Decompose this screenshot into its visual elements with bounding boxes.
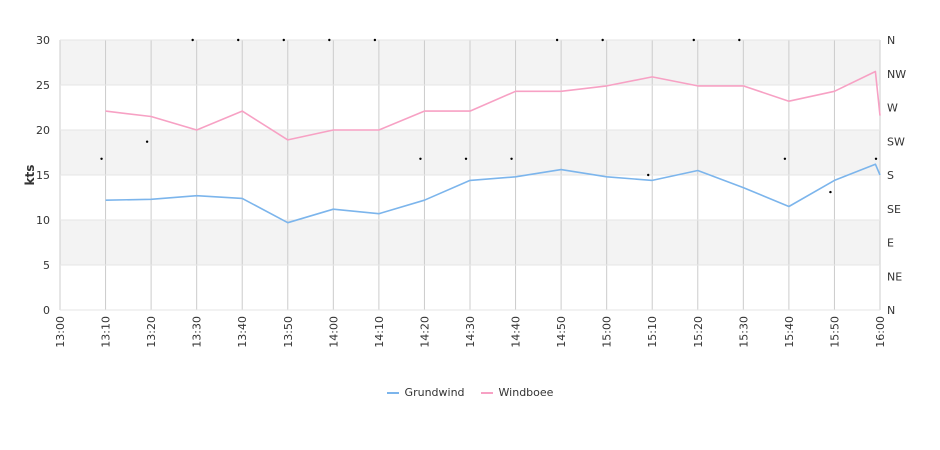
- direction-marker: [692, 38, 695, 42]
- x-tick-label: 16:00: [874, 316, 887, 348]
- x-tick-label: 14:00: [327, 316, 340, 348]
- y-tick-label: 30: [36, 34, 50, 47]
- legend-swatch: [386, 391, 399, 394]
- direction-tick-label: NE: [887, 270, 902, 283]
- legend: Grundwind Windboee: [0, 386, 940, 399]
- series-lines: [105, 70, 881, 224]
- y-tick-label: 20: [36, 124, 50, 137]
- x-tick-label: 15:30: [737, 316, 750, 348]
- x-tick-label: 15:20: [692, 316, 705, 348]
- x-axis-labels: 13:00 13:10 13:20 13:30 13:40 13:50 14:00 14:10…: [54, 316, 887, 348]
- direction-marker: [237, 38, 240, 42]
- direction-marker: [647, 173, 650, 177]
- x-tick-label: 14:20: [418, 316, 431, 348]
- y-tick-label: 0: [43, 304, 50, 317]
- direction-axis-labels: N NE E SE S SW W NW N: [887, 34, 906, 317]
- legend-label: Grundwind: [404, 386, 465, 399]
- direction-marker: [145, 140, 149, 143]
- direction-tick-label: NW: [887, 68, 906, 81]
- direction-marker: [100, 157, 103, 160]
- direction-marker: [419, 157, 422, 160]
- direction-marker: [510, 157, 513, 160]
- direction-marker: [191, 38, 194, 42]
- direction-marker: [738, 38, 741, 42]
- direction-marker: [601, 38, 604, 42]
- direction-tick-label: N: [887, 304, 895, 317]
- y-tick-label: 10: [36, 214, 50, 227]
- direction-marker: [282, 38, 285, 42]
- x-tick-label: 13:40: [236, 316, 249, 348]
- x-tick-label: 13:20: [145, 316, 158, 348]
- direction-tick-label: N: [887, 34, 895, 47]
- direction-markers: [100, 38, 878, 194]
- direction-marker: [373, 38, 377, 42]
- direction-marker: [328, 38, 331, 42]
- x-tick-label: 14:30: [464, 316, 477, 348]
- direction-tick-label: SW: [887, 135, 905, 148]
- legend-swatch: [480, 391, 493, 394]
- x-tick-label: 13:00: [54, 316, 67, 348]
- direction-tick-label: W: [887, 102, 898, 115]
- legend-item-windboee[interactable]: Windboee: [480, 386, 554, 399]
- series-line-grundwind: [105, 163, 881, 224]
- direction-marker: [874, 157, 878, 160]
- x-tick-label: 13:10: [100, 316, 113, 348]
- y-axis-title: kts: [23, 165, 37, 186]
- x-tick-label: 15:10: [646, 316, 659, 348]
- direction-marker: [829, 190, 832, 194]
- x-tick-label: 15:50: [828, 316, 841, 348]
- y-axis-labels: 0 5 10 15 20 25 30: [36, 34, 50, 317]
- x-tick-label: 14:50: [555, 316, 568, 348]
- y-tick-label: 5: [43, 259, 50, 272]
- legend-label: Windboee: [498, 386, 554, 399]
- y-tick-label: 15: [36, 169, 50, 182]
- x-tick-label: 13:50: [282, 316, 295, 348]
- x-tick-label: 15:00: [601, 316, 614, 348]
- direction-marker: [464, 157, 468, 160]
- y-tick-label: 25: [36, 79, 50, 92]
- series-line-windboee: [105, 70, 881, 141]
- direction-tick-label: E: [887, 237, 894, 250]
- x-tick-label: 14:10: [373, 316, 386, 348]
- legend-item-grundwind[interactable]: Grundwind: [386, 386, 465, 399]
- direction-tick-label: SE: [887, 203, 901, 216]
- direction-marker: [555, 38, 559, 42]
- direction-tick-label: S: [887, 169, 894, 182]
- direction-marker: [783, 157, 787, 160]
- x-tick-label: 14:40: [510, 316, 523, 348]
- x-tick-label: 13:30: [191, 316, 204, 348]
- x-tick-label: 15:40: [783, 316, 796, 348]
